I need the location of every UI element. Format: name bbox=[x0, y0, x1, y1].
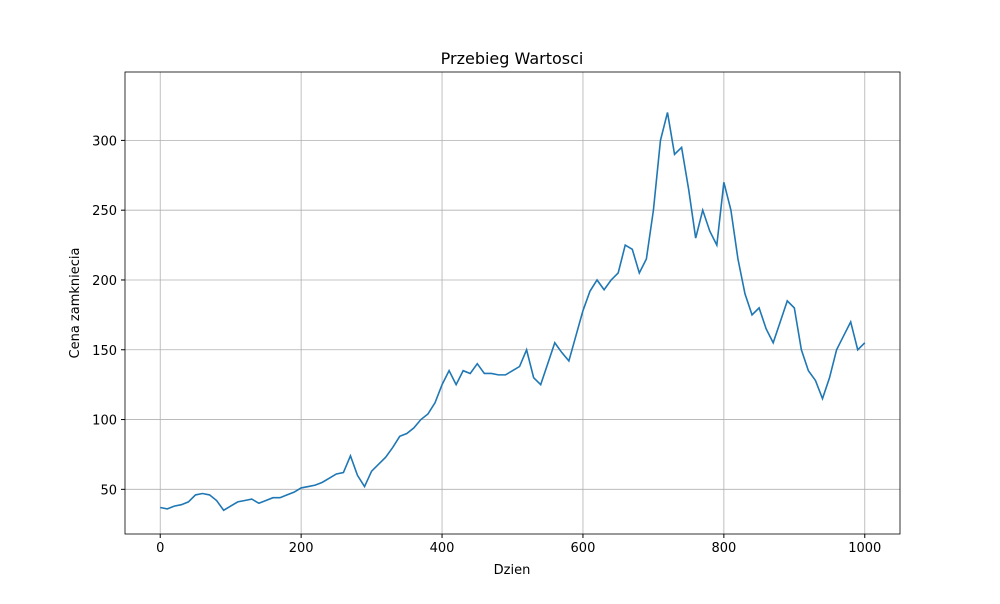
y-tick-label: 250 bbox=[92, 204, 117, 219]
x-tick-label: 800 bbox=[711, 541, 736, 556]
x-tick-label: 0 bbox=[156, 541, 164, 556]
x-tick-label: 1000 bbox=[848, 541, 881, 556]
data-line bbox=[160, 112, 866, 512]
y-tick-label: 300 bbox=[92, 134, 117, 149]
y-tick-label: 100 bbox=[92, 414, 117, 429]
x-tick-label: 200 bbox=[289, 541, 314, 556]
y-tick-label: 200 bbox=[92, 274, 117, 289]
plot-frame bbox=[124, 71, 901, 535]
x-axis-label: Dzien bbox=[494, 563, 531, 578]
x-tick-label: 400 bbox=[430, 541, 455, 556]
x-tick-label: 600 bbox=[571, 541, 596, 556]
y-tick-label: 50 bbox=[100, 483, 117, 498]
y-axis-label: Cena zamkniecia bbox=[68, 248, 83, 359]
y-tick-label: 150 bbox=[92, 344, 117, 359]
chart-title: Przebieg Wartosci bbox=[441, 49, 584, 68]
